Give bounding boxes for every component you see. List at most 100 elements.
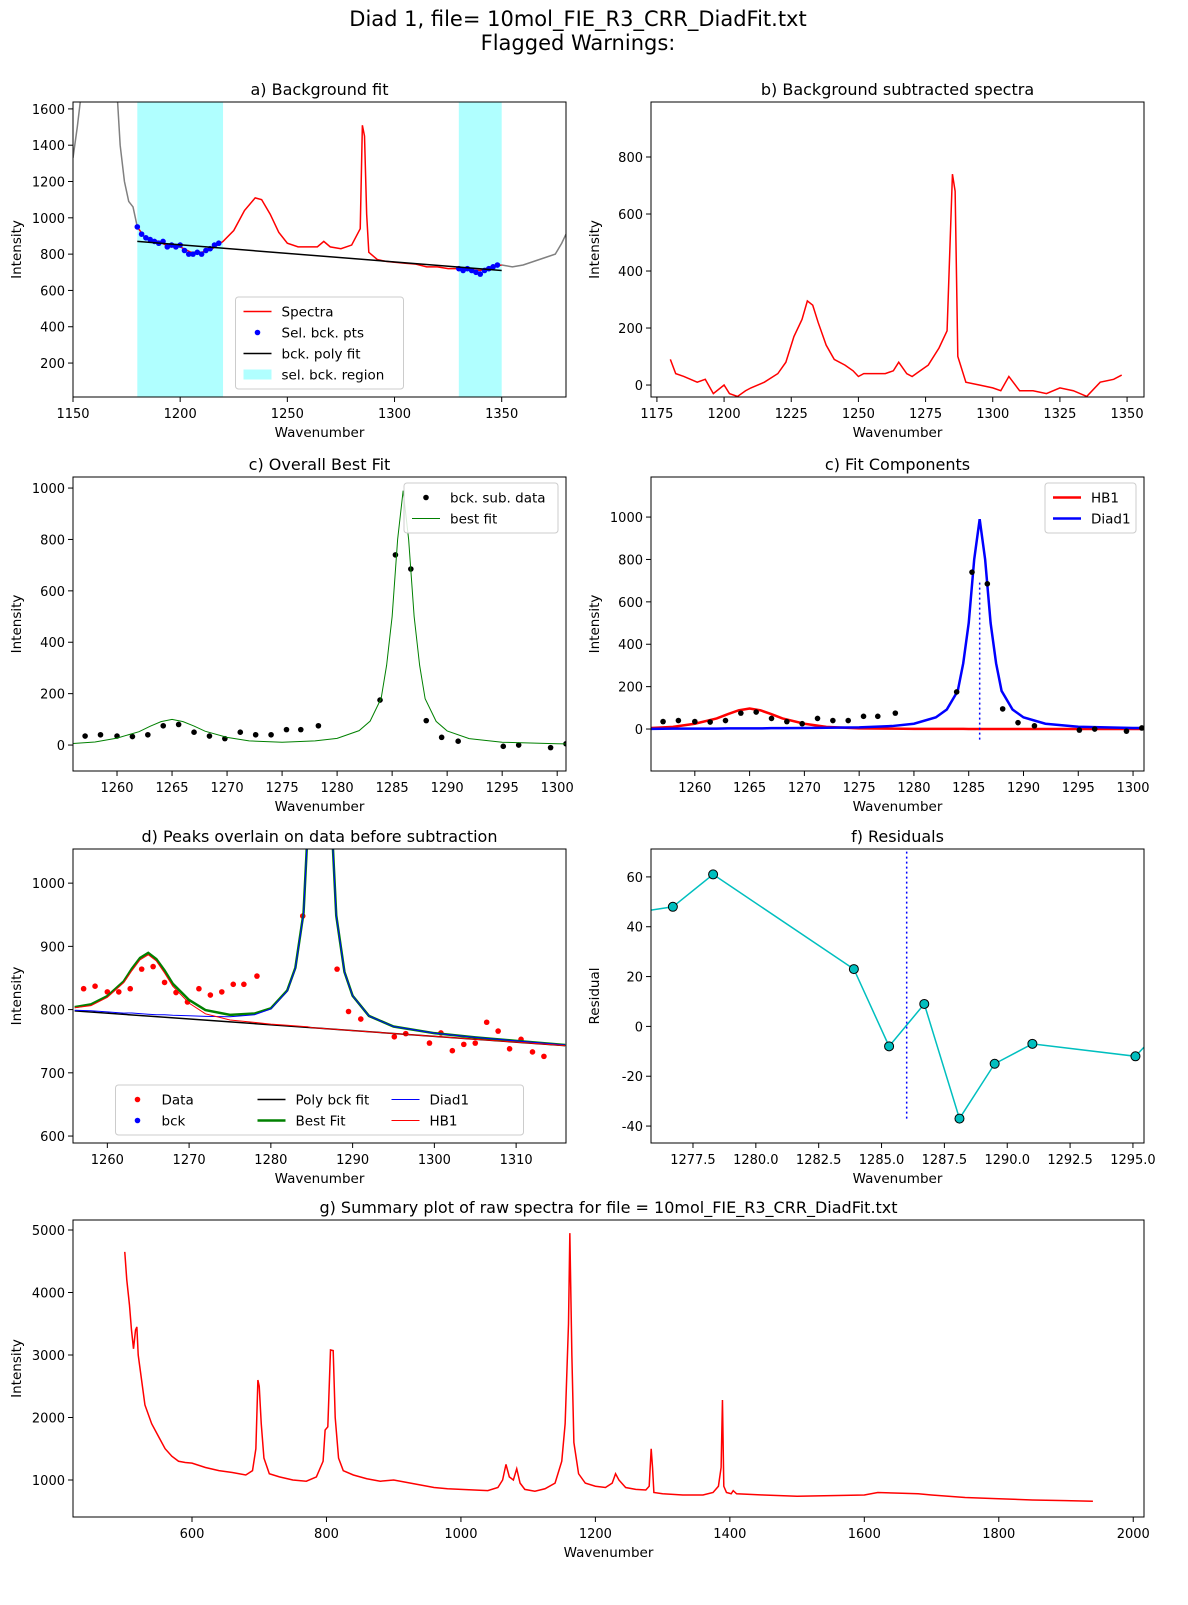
data-point [268,731,274,738]
data-point [92,983,98,989]
axes-title: a) Background fit [250,80,388,99]
data-point [845,717,851,724]
x-tick-label: 1265 [155,781,188,796]
y-tick-label: 4000 [32,1287,65,1302]
legend-label: best fit [450,512,497,528]
data-point [1139,725,1144,731]
data-point [830,717,836,724]
x-tick-label: 1300 [1116,781,1149,796]
legend: HB1 Diad1 [1044,482,1137,534]
x-tick-label: 1260 [100,781,133,796]
y-tick-label: 1600 [32,103,65,118]
y-tick-label: -20 [622,1070,643,1085]
y-tick-label: 20 [626,971,643,986]
data-point [283,726,290,733]
data-point [230,981,237,988]
y-tick-label: 600 [40,1130,65,1145]
data-point [80,985,87,992]
series-line [73,490,566,745]
data-point [515,742,522,748]
data-point [357,1016,364,1022]
x-tick-label: 1000 [444,1527,477,1542]
axes-frame [650,476,1145,772]
axes-frame [650,848,1145,1144]
data-point [477,271,484,277]
x-tick-label: 1300 [976,407,1009,422]
data-point [1031,723,1038,729]
data-point [1130,1051,1141,1062]
x-tick-label: 1325 [1043,407,1076,422]
y-tick-label: 600 [40,585,65,600]
data-point [191,729,197,735]
data-point [1027,1038,1038,1049]
y-tick-label: 1000 [32,877,65,892]
legend: Spectra Sel. bck. pts bck. poly fit sel. bc… [235,296,404,390]
data-point [1091,726,1098,732]
data-point [207,992,214,998]
x-tick-label: 1200 [579,1527,612,1542]
x-tick-label: 1280 [897,781,930,796]
data-point [1076,727,1083,733]
data-point [164,244,171,250]
data-point [722,717,729,724]
data-point [884,1041,895,1052]
data-point [547,744,554,751]
data-point [799,720,805,727]
data-point [495,1028,501,1034]
data-point [252,731,259,738]
data-point [297,726,304,733]
data-point [529,1049,536,1055]
data-point [541,1053,547,1060]
series-line [651,873,1144,1121]
y-axis-label: Intensity [587,595,603,654]
data-point [143,234,149,241]
x-tick-label: 1292.5 [1047,1153,1093,1168]
x-tick-label: 1800 [982,1527,1015,1542]
y-tick-label: 200 [618,322,643,337]
data-point [218,989,225,995]
data-point [490,264,496,270]
data-point [989,1058,1000,1069]
x-tick-label: 1280 [321,781,354,796]
x-tick-label: 1275 [843,781,876,796]
x-tick-label: 1275 [909,407,942,422]
data-point [753,709,759,715]
x-axis-label: Wavenumber [853,425,943,441]
data-point [984,581,991,587]
data-point [483,1019,490,1026]
x-axis-label: Wavenumber [853,1171,943,1187]
y-tick-label: 200 [618,681,643,696]
data-point [134,224,141,230]
x-tick-label: 1287.5 [922,1153,968,1168]
legend-box [1044,482,1137,534]
x-tick-label: 600 [180,1527,205,1542]
y-tick-label: 0 [635,723,643,738]
data-point [241,981,247,988]
x-tick-label: 1200 [708,407,741,422]
axes-title: g) Summary plot of raw spectra for file … [319,1198,897,1218]
legend-box [115,1084,524,1136]
data-point [468,267,475,274]
data-point [953,689,960,695]
y-tick-label: 3000 [32,1349,65,1364]
data-point [460,267,466,274]
y-tick-label: -40 [622,1120,643,1135]
y-tick-label: 60 [626,871,643,886]
data-point [692,718,698,725]
legend-label: Poly bck fit [296,1093,370,1109]
data-point [127,985,134,992]
axes-title: d) Peaks overlain on data before subtrac… [142,827,498,846]
data-point [738,710,744,716]
data-point [175,721,182,728]
y-tick-label: 2000 [32,1412,65,1427]
data-point [198,251,205,257]
axes-frame [72,848,567,1144]
plot-area [74,849,566,1060]
y-tick-label: 1000 [32,482,65,497]
x-tick-label: 1260 [678,781,711,796]
x-tick-label: 1225 [775,407,808,422]
series-line [137,240,502,272]
data-point [860,713,867,720]
data-point [426,1040,433,1046]
data-point [675,717,682,724]
